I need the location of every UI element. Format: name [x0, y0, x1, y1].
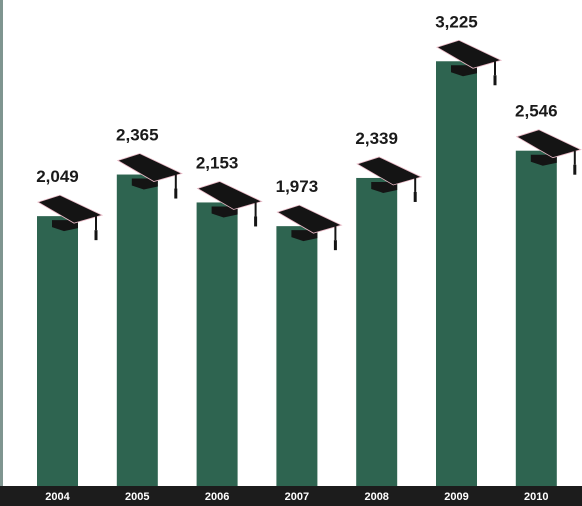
left-border: [0, 0, 3, 486]
x-tick-label-2004: 2004: [45, 491, 70, 503]
value-label-2004: 2,049: [36, 167, 79, 186]
graduation-cap-icon: [515, 129, 582, 175]
x-tick-label-2009: 2009: [444, 491, 468, 503]
x-tick-label-2010: 2010: [524, 491, 548, 503]
graduation-cap-icon: [116, 153, 183, 199]
bar-2005: [116, 174, 158, 487]
value-label-2010: 2,546: [515, 102, 558, 121]
value-label-2007: 1,973: [276, 177, 319, 196]
x-axis-band: [0, 486, 582, 506]
graduation-cap-icon: [196, 181, 263, 227]
bar-2004: [37, 216, 78, 486]
bar-2010: [515, 150, 557, 486]
x-tick-label-2008: 2008: [364, 491, 388, 503]
value-label-2006: 2,153: [196, 153, 239, 172]
bar-2008: [356, 177, 398, 486]
value-label-2005: 2,365: [116, 126, 159, 145]
value-label-2008: 2,339: [355, 129, 398, 148]
bar-2009: [436, 61, 477, 487]
bars-layer: 2,049 2004 2,365 2005 2,153 2006 1,973 2007 2,33…: [36, 12, 582, 503]
value-label-2009: 3,225: [435, 12, 478, 31]
bar-2006: [196, 202, 238, 487]
x-tick-label-2007: 2007: [285, 491, 309, 503]
x-tick-label-2005: 2005: [125, 491, 149, 503]
graduation-cap-icon: [356, 156, 423, 202]
x-tick-label-2006: 2006: [205, 491, 229, 503]
bar-2007: [276, 226, 318, 487]
graduation-cap-icon: [276, 204, 343, 251]
graduation-cap-icon: [37, 194, 104, 241]
graduation-cap-icon: [436, 39, 503, 86]
